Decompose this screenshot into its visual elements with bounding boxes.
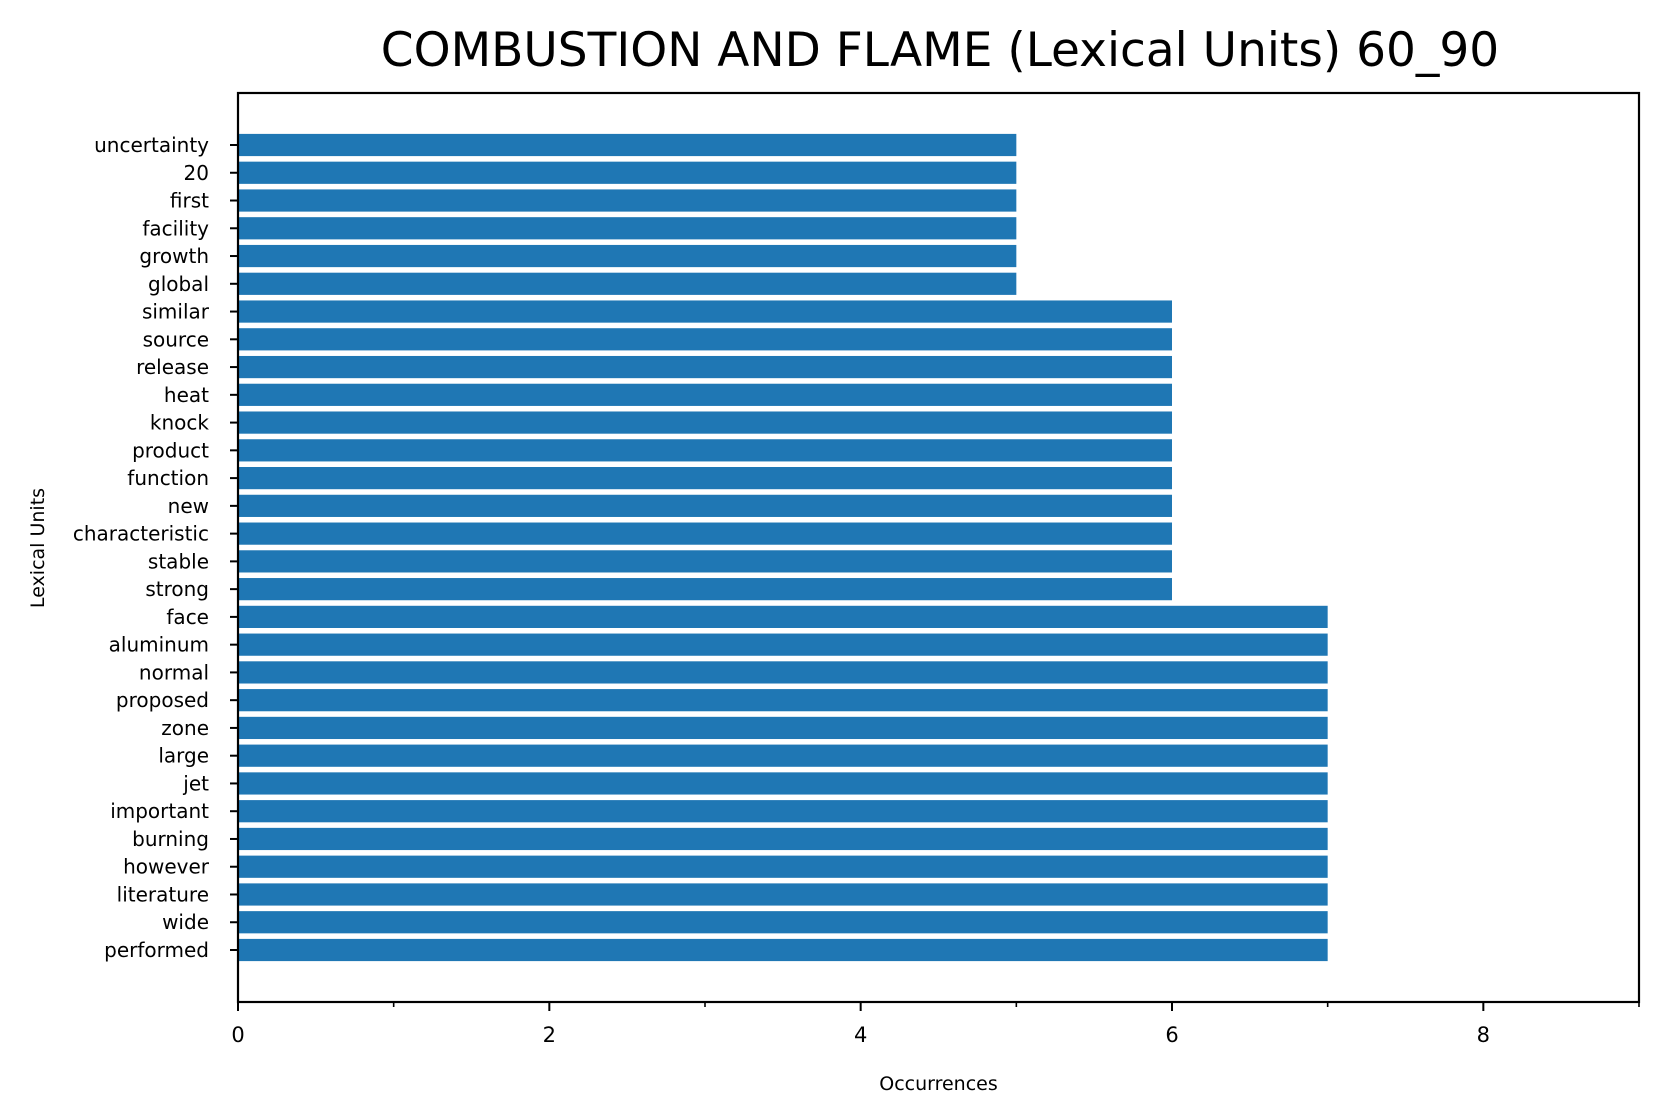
y-tick-label: strong (145, 577, 209, 601)
y-tick-label: important (110, 799, 209, 823)
y-tick-label: face (166, 605, 209, 629)
bar-knock (238, 411, 1172, 434)
bar-literature (238, 883, 1328, 906)
bar-20 (238, 161, 1017, 184)
y-tick-label: aluminum (109, 633, 209, 657)
y-tick-label: new (168, 494, 209, 518)
plot-frame (236, 91, 1641, 1004)
y-tick-label: similar (142, 300, 210, 324)
y-tick-label: stable (148, 549, 209, 573)
bar-zone (238, 716, 1328, 740)
x-tick-label: 8 (1477, 1023, 1490, 1047)
y-tick-label: 20 (184, 161, 209, 185)
bar-important (238, 800, 1328, 823)
y-tick-label: zone (161, 716, 209, 740)
x-tick-label: 0 (231, 1023, 244, 1047)
y-tick-label: global (148, 272, 209, 296)
x-tick-label: 6 (1165, 1023, 1178, 1047)
y-tick-label: knock (150, 411, 209, 435)
bar-burning (238, 827, 1328, 851)
bar-first (238, 189, 1017, 212)
y-tick-label: source (143, 327, 209, 351)
x-axis-label: Occurrences (879, 1073, 998, 1095)
bar-source (238, 328, 1172, 351)
y-axis: uncertainty 20 first facility growth global si… (73, 133, 238, 962)
bar-global (238, 272, 1017, 295)
bar-jet (238, 772, 1328, 795)
y-tick-label: product (132, 438, 209, 462)
bar-however (238, 855, 1328, 878)
y-tick-label: large (158, 744, 209, 768)
y-tick-label: however (123, 855, 210, 879)
y-tick-label: normal (139, 660, 209, 684)
y-tick-label: performed (104, 938, 209, 962)
y-tick-label: literature (117, 882, 209, 906)
bar-growth (238, 244, 1017, 268)
y-axis-label: Lexical Units (27, 488, 49, 608)
y-tick-label: wide (162, 910, 209, 934)
bar-function (238, 467, 1172, 490)
bar-face (238, 605, 1328, 628)
y-tick-label: uncertainty (94, 133, 209, 157)
bars-group (238, 133, 1328, 962)
x-tick-label: 4 (854, 1023, 867, 1047)
bar-performed (238, 938, 1328, 962)
bar-heat (238, 383, 1172, 406)
chart-title: COMBUSTION AND FLAME (Lexical Units) 60_… (381, 23, 1499, 78)
x-tick-label: 2 (543, 1023, 556, 1047)
y-tick-label: facility (142, 216, 209, 240)
y-tick-label: characteristic (73, 522, 209, 546)
bar-new (238, 494, 1172, 517)
bar-normal (238, 661, 1328, 684)
bar-similar (238, 300, 1172, 323)
y-tick-label: heat (164, 383, 209, 407)
y-tick-label: burning (132, 827, 209, 851)
bar-strong (238, 578, 1172, 601)
y-tick-label: function (127, 466, 209, 490)
bar-large (238, 744, 1328, 767)
y-tick-label: growth (139, 244, 209, 268)
bar-aluminum (238, 633, 1328, 656)
bar-release (238, 355, 1172, 379)
bar-uncertainty (238, 133, 1017, 157)
y-tick-label: proposed (116, 688, 209, 712)
bar-wide (238, 911, 1328, 934)
bar-product (238, 439, 1172, 462)
y-tick-label: first (170, 189, 209, 213)
x-axis: 0 2 4 6 8 (231, 1002, 1640, 1047)
y-tick-label: release (136, 355, 209, 379)
bar-characteristic (238, 522, 1172, 545)
bar-stable (238, 550, 1172, 573)
y-tick-label: jet (182, 771, 209, 795)
bar-proposed (238, 689, 1328, 712)
bar-facility (238, 217, 1017, 240)
